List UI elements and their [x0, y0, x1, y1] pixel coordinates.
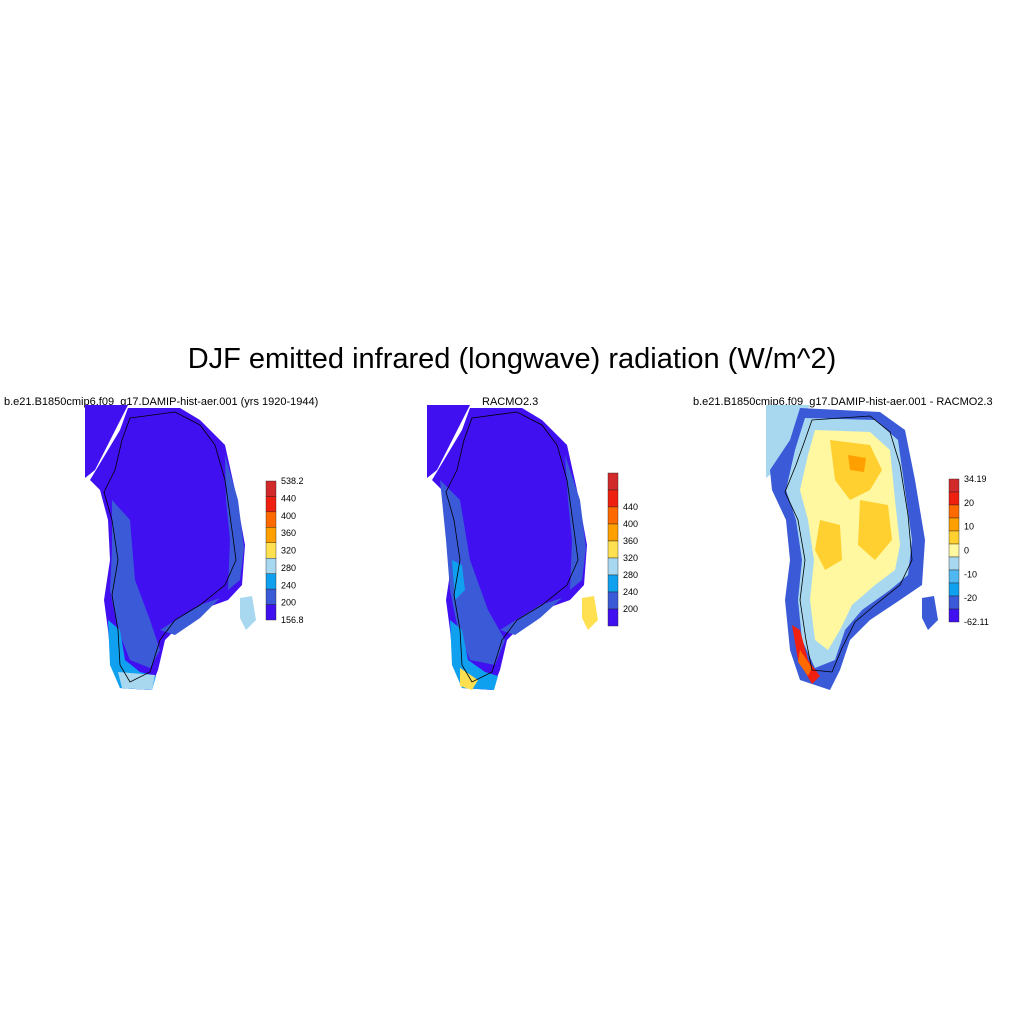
colorbar-label: 200: [281, 598, 296, 608]
colorbar-label: 400: [281, 511, 296, 521]
panel-3-orange-patch: [848, 455, 866, 472]
colorbar-swatch: [948, 491, 960, 506]
colorbar-swatch: [948, 569, 960, 584]
colorbar-label: 240: [623, 587, 638, 597]
colorbar-swatch: [607, 523, 619, 542]
colorbar-swatch: [607, 489, 619, 508]
colorbar-swatch: [607, 591, 619, 610]
panel-3-warm-patch-east: [858, 500, 892, 560]
colorbar-swatch: [948, 517, 960, 532]
panel-2-map: [427, 405, 598, 690]
colorbar-swatch: [948, 582, 960, 597]
colorbar-label: 10: [964, 522, 974, 532]
colorbar-swatch: [265, 604, 277, 621]
colorbar-label: 280: [623, 570, 638, 580]
figure-title: DJF emitted infrared (longwave) radiatio…: [187, 343, 837, 375]
colorbar-swatch: [265, 480, 277, 497]
panel-2-island: [582, 596, 598, 630]
colorbar-label: 34.19: [964, 474, 987, 484]
colorbar-label: -20: [964, 593, 977, 603]
colorbar-label: 360: [623, 536, 638, 546]
panel-3-colorbar: 34.19 20 10 0 -10 -20 -62.11: [948, 474, 989, 627]
panel-1-map: [85, 405, 256, 690]
colorbar-swatch: [948, 478, 960, 493]
colorbar-label: 20: [964, 498, 974, 508]
panel-3-red-edge: [792, 625, 820, 684]
colorbar-label: 360: [281, 528, 296, 538]
colorbar-swatch: [607, 506, 619, 525]
colorbar-label: 320: [623, 553, 638, 563]
panel-3-orange-edge: [798, 650, 812, 676]
colorbar-swatch: [265, 542, 277, 559]
panel-1-island: [240, 596, 256, 630]
panel-3-warm-patch-west: [815, 520, 842, 570]
panel-2-colorbar: 440 400 360 320 280 240 200: [607, 472, 638, 627]
colorbar-swatch: [607, 472, 619, 491]
colorbar-swatch: [265, 588, 277, 605]
panel-2-coastline: [445, 411, 579, 683]
colorbar-swatch: [265, 511, 277, 528]
colorbar-swatch: [265, 573, 277, 590]
colorbar-swatch: [607, 574, 619, 593]
panel-1-coastline: [103, 411, 237, 683]
colorbar-swatch: [948, 595, 960, 610]
colorbar-swatch: [265, 527, 277, 543]
panel-1-colorbar: 538.2 440 400 360 320 280 240 200 156.8: [265, 476, 304, 625]
panel-1-margin-east: [225, 455, 244, 590]
colorbar-label: 320: [281, 546, 296, 556]
colorbar-swatch: [948, 504, 960, 519]
colorbar-label: -62.11: [964, 617, 989, 627]
colorbar-label: 440: [281, 493, 296, 503]
panel-3-coastline: [784, 415, 913, 673]
colorbar-swatch: [265, 558, 277, 574]
panel-2-margin-west: [440, 480, 505, 665]
colorbar-label: 440: [623, 502, 638, 512]
panel-3-island: [922, 596, 938, 630]
panel-2-canada: [427, 405, 470, 478]
panel-1-margin-south-east: [160, 598, 220, 635]
panel-1-margin-west: [110, 500, 160, 668]
colorbar-label: 400: [623, 519, 638, 529]
colorbar-label: 200: [623, 604, 638, 614]
colorbar-swatch: [265, 496, 277, 513]
colorbar-label: 156.8: [281, 615, 304, 625]
colorbar-label: 0: [964, 546, 969, 556]
colorbar-swatch: [948, 543, 960, 558]
panel-3-map: [766, 405, 938, 690]
panel-2-title: RACMO2.3: [482, 396, 539, 408]
panel-1-title: b.e21.B1850cmip6.f09_g17.DAMIP-hist-aer.…: [4, 396, 319, 408]
panel-2-margin-east: [565, 455, 586, 590]
colorbar-swatch: [948, 608, 960, 623]
colorbar-label: 280: [281, 563, 296, 573]
colorbar-swatch: [607, 540, 619, 559]
panel-2-south-tip-yellow: [460, 668, 478, 690]
colorbar-swatch: [607, 557, 619, 576]
colorbar-swatch: [948, 530, 960, 545]
panel-3-interior: [800, 430, 900, 650]
colorbar-label: 538.2: [281, 476, 304, 486]
panel-2-margin-south-east: [500, 598, 562, 635]
colorbar-label: 240: [281, 580, 296, 590]
colorbar-swatch: [607, 608, 619, 627]
colorbar-swatch: [948, 556, 960, 571]
colorbar-label: -10: [964, 569, 977, 579]
panel-1-canada: [85, 405, 128, 478]
panel-1-south-tip-pale: [118, 672, 155, 690]
